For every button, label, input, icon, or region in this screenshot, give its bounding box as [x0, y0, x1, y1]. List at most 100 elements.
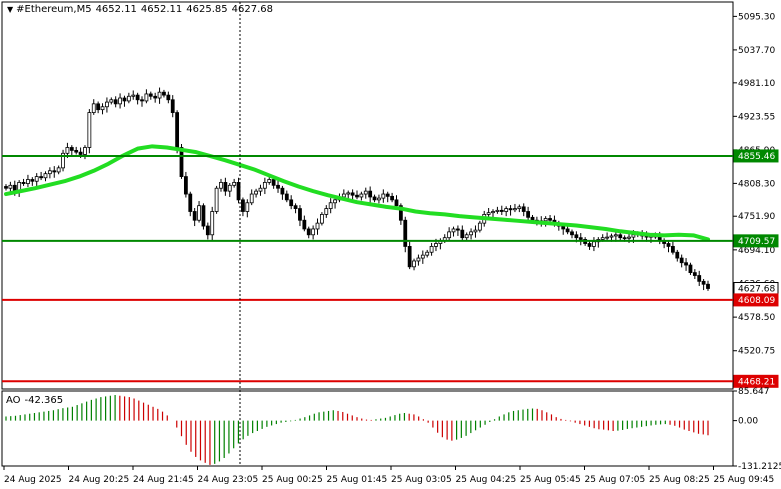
- candle-body: [394, 199, 399, 207]
- candle-body: [425, 251, 430, 256]
- candle-body: [315, 222, 320, 230]
- candle-body: [456, 228, 460, 231]
- candle-body: [407, 246, 412, 268]
- candle-body: [311, 228, 316, 236]
- candle-body: [109, 99, 114, 103]
- time-tick-label: 25 Aug 07:05: [585, 475, 646, 485]
- candle-body: [613, 234, 618, 237]
- candle-body: [113, 99, 118, 105]
- price-tick-label: 4923.55: [738, 112, 775, 122]
- symbol-label: #Ethereum,M5: [16, 4, 92, 15]
- candle-body: [210, 211, 215, 236]
- candle-body: [385, 193, 390, 197]
- candle-body: [530, 216, 535, 221]
- candle-body: [4, 186, 8, 189]
- candle-body: [570, 231, 574, 236]
- candle-body: [262, 182, 267, 189]
- candle-body: [622, 237, 627, 240]
- candle-body: [609, 235, 614, 238]
- candle-body: [363, 190, 368, 195]
- candle-body: [87, 112, 92, 148]
- candle-body: [192, 211, 197, 221]
- candle-body: [477, 222, 482, 231]
- candle-body: [26, 179, 30, 184]
- price-panel-border: [1, 1, 734, 390]
- candle-body: [8, 184, 13, 189]
- candle-body: [526, 211, 531, 218]
- candle-body: [403, 219, 408, 247]
- candle-body: [666, 243, 671, 247]
- candle-body: [692, 272, 697, 276]
- candle-body: [306, 228, 311, 236]
- candle-body: [350, 192, 355, 196]
- time-tick-label: 25 Aug 03:05: [391, 475, 452, 485]
- candle-body: [153, 95, 158, 99]
- candle-body: [254, 190, 258, 195]
- candle-body: [293, 205, 298, 209]
- candle-body: [96, 103, 101, 111]
- time-tick-label: 24 Aug 2025: [4, 475, 62, 485]
- open-value: 4652.11: [95, 4, 137, 15]
- price-tick-label: 4520.75: [738, 347, 775, 357]
- candle-body: [618, 234, 623, 239]
- candle-body: [627, 236, 631, 239]
- price-tick-label: 4751.90: [738, 212, 775, 222]
- price-level-tag: [733, 234, 779, 248]
- candle-body: [280, 187, 285, 195]
- price-level-tag: [733, 293, 779, 307]
- candle-body: [126, 95, 131, 102]
- candle-body: [43, 173, 48, 179]
- candle-body: [434, 243, 438, 247]
- price-tick-label: 5095.30: [738, 12, 775, 22]
- candle-body: [679, 257, 684, 264]
- candle-body: [473, 229, 478, 233]
- ao-tick-label: 85.647: [738, 387, 770, 397]
- candle-body: [565, 228, 570, 233]
- candle-body: [276, 184, 280, 189]
- time-tick-label: 25 Aug 05:45: [520, 475, 581, 485]
- candle-body: [284, 193, 289, 201]
- candle-body: [219, 182, 223, 189]
- candle-body: [398, 205, 403, 221]
- candle-body: [245, 202, 250, 212]
- candle-body: [319, 214, 324, 224]
- low-value: 4625.85: [186, 4, 228, 15]
- candle-body: [412, 260, 416, 268]
- time-tick-label: 25 Aug 09:45: [714, 475, 775, 485]
- candle-body: [69, 147, 74, 151]
- candle-body: [460, 229, 465, 239]
- candle-body: [631, 234, 636, 238]
- price-level-label: 4855.46: [738, 152, 775, 162]
- candle-body: [521, 206, 526, 212]
- time-tick-label: 25 Aug 04:25: [456, 475, 517, 485]
- candle-body: [355, 194, 359, 198]
- candle-body: [227, 184, 232, 192]
- candle-body: [131, 94, 136, 97]
- candle-body: [587, 243, 592, 247]
- price-level-tag: [733, 374, 779, 388]
- price-level-tag: [733, 149, 779, 163]
- price-level-label: 4608.09: [738, 296, 775, 306]
- time-tick-label: 25 Aug 01:45: [327, 475, 388, 485]
- price-tick-label: 4808.30: [738, 179, 775, 189]
- candle-body: [183, 176, 188, 195]
- candle-body: [675, 251, 680, 259]
- candle-body: [447, 231, 452, 239]
- candle-body: [381, 193, 386, 199]
- candle-body: [574, 234, 579, 239]
- price-tick-label: 5037.70: [738, 46, 775, 56]
- candle-body: [100, 106, 105, 111]
- price-tick-label: 4981.10: [738, 79, 775, 89]
- time-tick-label: 24 Aug 20:25: [69, 475, 130, 485]
- dropdown-arrow-icon[interactable]: ▼: [7, 5, 14, 14]
- candle-body: [302, 219, 307, 230]
- price-level-label: 4709.57: [738, 237, 775, 247]
- time-tick-label: 25 Aug 00:25: [262, 475, 323, 485]
- candle-body: [328, 202, 333, 209]
- candle-body: [469, 231, 473, 236]
- candle-body: [201, 205, 206, 227]
- candle-body: [188, 193, 193, 212]
- candle-body: [372, 196, 377, 201]
- candle-body: [333, 199, 337, 204]
